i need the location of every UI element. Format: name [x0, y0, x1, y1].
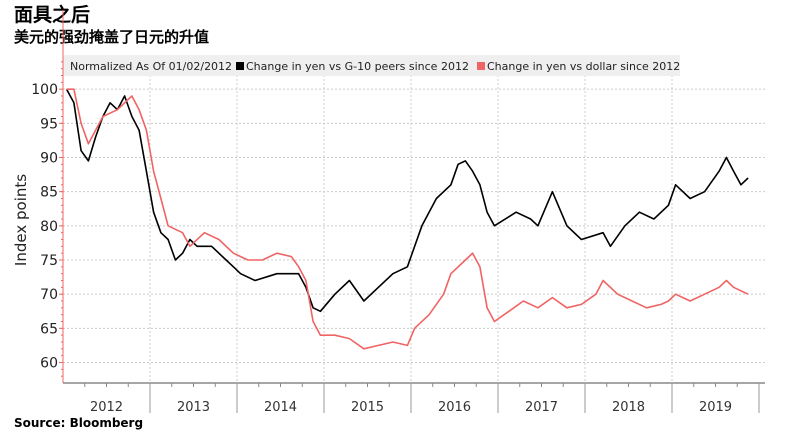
y-tick-label: 95	[40, 116, 58, 132]
legend-background	[63, 55, 680, 76]
y-tick-label: 65	[40, 321, 58, 337]
x-tick-label: 2014	[264, 400, 297, 415]
legend-label-g10: Change in yen vs G-10 peers since 2012	[246, 60, 469, 73]
x-tick-label: 2012	[90, 400, 123, 415]
grid	[63, 55, 765, 383]
series-line-dollar	[66, 88, 749, 350]
legend-swatch-dollar	[477, 62, 485, 70]
y-tick-label: 80	[40, 219, 58, 235]
y-tick-label: 100	[31, 82, 58, 98]
x-tick-label: 2019	[699, 400, 732, 415]
source-note: Source: Bloomberg	[14, 416, 144, 430]
legend-note: Normalized As Of 01/02/2012	[70, 60, 232, 73]
x-tick-label: 2016	[438, 400, 471, 415]
legend-label-dollar: Change in yen vs dollar since 2012	[487, 60, 680, 73]
x-tick-label: 2013	[177, 400, 210, 415]
legend-swatch-g10	[236, 62, 244, 70]
y-tick-label: 70	[40, 287, 58, 303]
x-tick-label: 2017	[525, 400, 558, 415]
chart-title: 面具之后	[14, 4, 91, 26]
x-tick-label: 2015	[351, 400, 384, 415]
y-tick-label: 85	[40, 185, 58, 201]
y-tick-label: 75	[40, 253, 58, 269]
y-axis-label: Index points	[12, 174, 30, 266]
y-tick-label: 60	[40, 356, 58, 372]
series-line-g10	[65, 88, 749, 313]
x-tick-label: 2018	[612, 400, 645, 415]
y-tick-label: 90	[40, 151, 58, 167]
